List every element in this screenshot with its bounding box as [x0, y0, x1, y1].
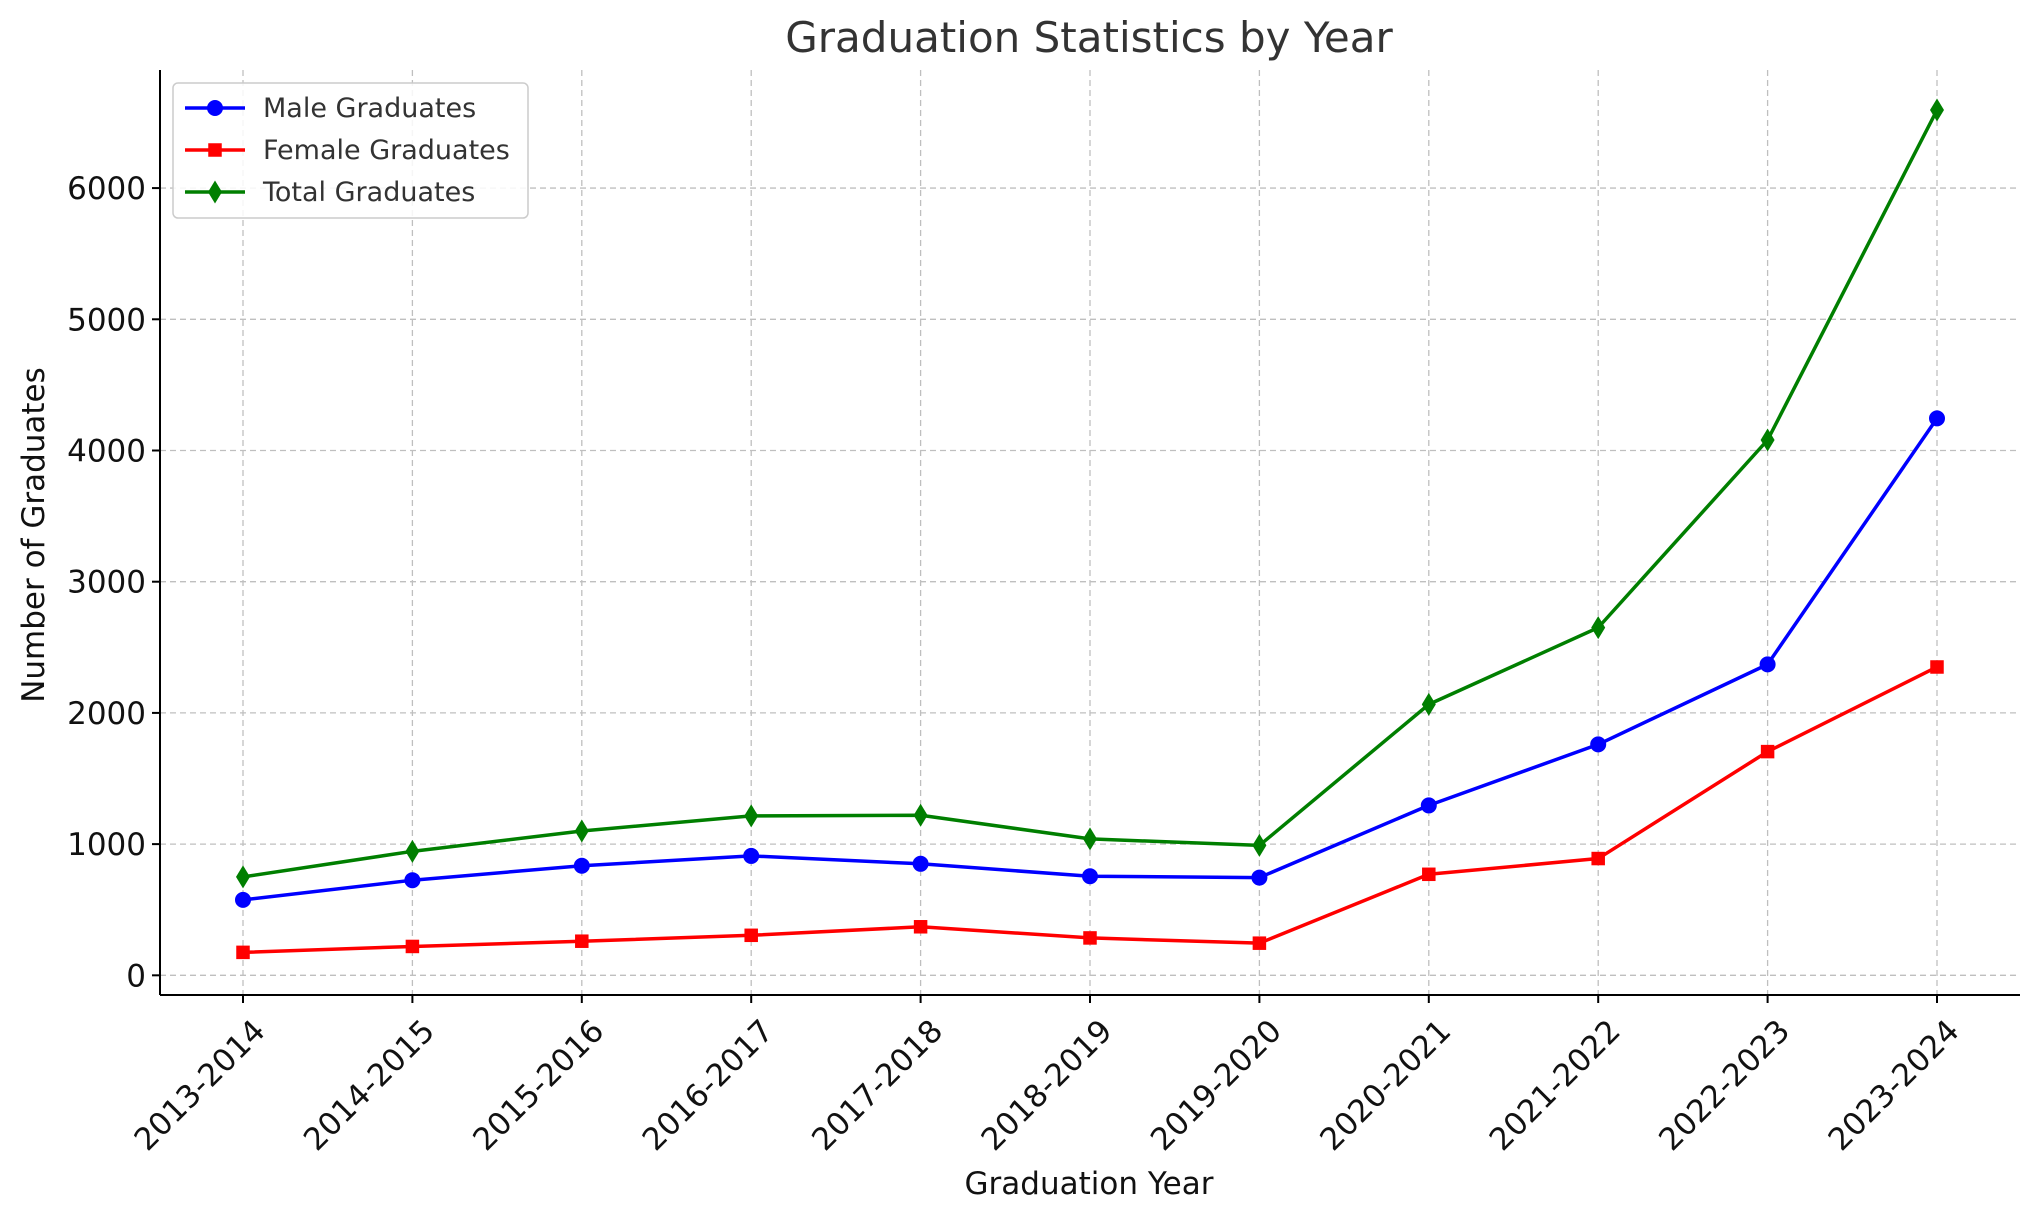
data-point-square — [1252, 936, 1267, 950]
x-tick-label: 2023-2024 — [1822, 1013, 1967, 1158]
data-point-circle — [1082, 868, 1098, 885]
data-point-diamond — [574, 819, 589, 843]
data-point-circle — [743, 847, 760, 864]
data-point-circle — [404, 872, 421, 889]
data-point-circle — [207, 100, 223, 116]
data-point-diamond — [405, 839, 420, 863]
x-tick-label: 2013-2014 — [128, 1013, 273, 1158]
x-tick-label: 2014-2015 — [297, 1013, 442, 1158]
y-tick-label: 4000 — [67, 433, 146, 469]
y-tick-label: 5000 — [67, 302, 146, 338]
data-point-circle — [1759, 656, 1776, 673]
data-point-circle — [1929, 410, 1945, 427]
y-tick-label: 1000 — [67, 827, 146, 863]
series-group — [236, 660, 1944, 960]
y-tick-label: 2000 — [67, 696, 146, 732]
data-point-diamond — [1252, 833, 1267, 857]
data-point-square — [1930, 660, 1944, 674]
legend-label: Total Graduates — [262, 177, 475, 208]
data-point-circle — [1251, 869, 1268, 886]
data-point-diamond — [1760, 428, 1775, 452]
x-tick-label: 2018-2019 — [975, 1013, 1120, 1158]
x-tick-label: 2016-2017 — [636, 1013, 781, 1158]
x-tick-label: 2015-2016 — [466, 1013, 611, 1158]
x-tick-label: 2021-2022 — [1483, 1013, 1628, 1158]
data-point-square — [1760, 744, 1775, 759]
data-point-square — [1591, 851, 1605, 866]
data-point-square — [236, 945, 250, 960]
data-point-circle — [1420, 797, 1437, 814]
series-line — [242, 665, 1938, 955]
data-point-square — [208, 143, 222, 157]
data-point-circle — [1590, 736, 1607, 753]
chart-title: Graduation Statistics by Year — [785, 13, 1393, 62]
x-tick-label: 2020-2021 — [1313, 1013, 1458, 1158]
data-point-square — [575, 934, 589, 948]
data-point-diamond — [744, 804, 759, 828]
series-group — [235, 410, 1945, 908]
legend-label: Female Graduates — [263, 135, 510, 166]
y-tick-label: 0 — [126, 958, 146, 994]
data-point-diamond — [1591, 616, 1606, 640]
data-point-circle — [912, 855, 929, 872]
data-point-square — [913, 920, 928, 934]
data-point-circle — [235, 891, 251, 908]
y-tick-label: 3000 — [67, 565, 146, 601]
data-point-diamond — [913, 803, 928, 827]
data-point-diamond — [236, 865, 250, 889]
data-point-square — [405, 939, 420, 954]
legend-box — [172, 82, 529, 219]
data-point-square — [744, 928, 758, 943]
x-tick-label: 2019-2020 — [1144, 1013, 1289, 1158]
data-point-diamond — [1930, 98, 1944, 122]
x-tick-label: 2022-2023 — [1652, 1013, 1797, 1158]
x-axis-label: Graduation Year — [965, 1166, 1214, 1202]
data-point-square — [1083, 931, 1097, 945]
y-axis-label: Number of Graduates — [16, 367, 52, 703]
data-point-circle — [573, 857, 590, 874]
legend: Male Graduates Female Graduates Total Grad… — [172, 82, 529, 219]
data-point-diamond — [208, 180, 222, 204]
data-point-diamond — [1421, 692, 1436, 716]
legend-label: Male Graduates — [263, 93, 476, 124]
data-point-diamond — [1083, 827, 1097, 851]
data-point-square — [1422, 867, 1436, 882]
series-group — [236, 98, 1944, 889]
series-lines — [235, 98, 1945, 960]
y-tick-label: 6000 — [67, 171, 146, 207]
x-tick-label: 2017-2018 — [805, 1013, 950, 1158]
